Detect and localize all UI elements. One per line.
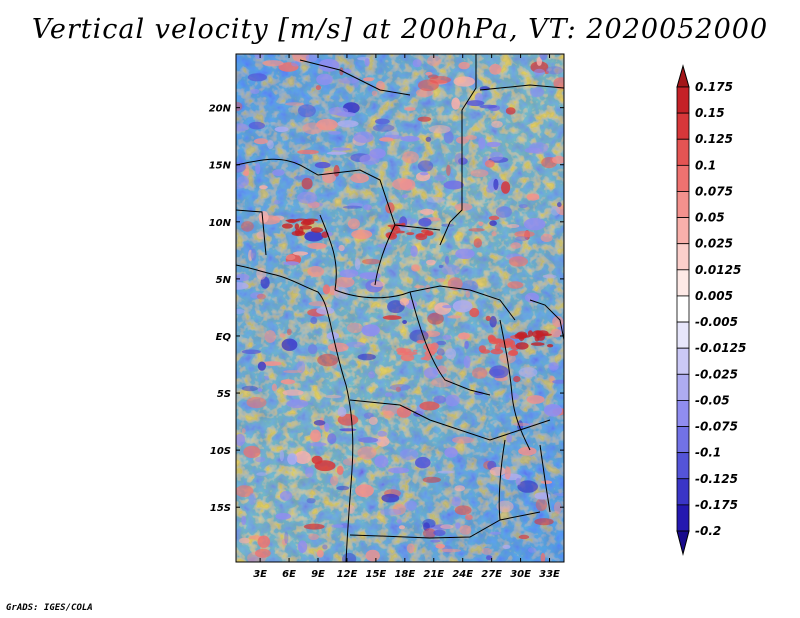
colorbar-segment [676, 217, 690, 245]
map-chart: 3E 6E 9E 12E 15E 18E 21E 24E 27E 30E 33E 20N 15N 10N… [209, 53, 746, 580]
lon-label: 9E [311, 569, 325, 580]
lat-label: 5N [216, 275, 232, 286]
colorbar-label: -0.175 [695, 498, 738, 512]
colorbar-segment [676, 64, 690, 88]
colorbar-label: 0.025 [695, 237, 733, 251]
colorbar-segment [676, 112, 690, 140]
colorbar-label: -0.0125 [695, 341, 746, 355]
lat-label: 10N [209, 218, 232, 229]
colorbar-segment [676, 530, 690, 556]
colorbar-label: 0.075 [695, 185, 733, 199]
colorbar-segment [676, 426, 690, 454]
lat-label: 15N [209, 161, 232, 172]
lon-label: 30E [510, 569, 531, 580]
colorbar-segment [676, 243, 690, 271]
colorbar-segment [676, 86, 690, 114]
colorbar-label: 0.1 [695, 158, 716, 172]
colorbar-segment [676, 400, 690, 427]
lon-label: 18E [394, 569, 415, 580]
lat-label: EQ [216, 332, 232, 343]
colorbar-segment [676, 138, 690, 166]
colorbar-segment [676, 269, 690, 297]
colorbar-segment [676, 191, 690, 218]
colorbar-label: -0.05 [695, 393, 730, 407]
colorbar-label: -0.2 [695, 524, 721, 538]
colorbar-segment [676, 373, 690, 401]
lat-label: 10S [210, 446, 231, 457]
lat-label: 15S [210, 503, 231, 514]
colorbar-label: -0.075 [695, 420, 738, 434]
colorbar-label: -0.025 [695, 367, 738, 381]
colorbar-label: 0.125 [695, 132, 733, 146]
lon-label: 27E [481, 569, 502, 580]
country-borders [236, 54, 564, 562]
colorbar-segment [676, 164, 690, 192]
colorbar-label: -0.125 [695, 472, 738, 486]
colorbar-label: 0.0125 [695, 263, 741, 277]
lon-label: 3E [253, 569, 267, 580]
colorbar-label: 0.005 [695, 289, 733, 303]
colorbar-segment [676, 504, 690, 532]
colorbar-label: -0.005 [695, 315, 738, 329]
colorbar-segment [676, 347, 690, 375]
colorbar-segment [676, 452, 690, 480]
lon-label: 15E [366, 569, 387, 580]
colorbar-label: 0.15 [695, 106, 725, 120]
colorbar-label: 0.175 [695, 80, 733, 94]
lat-label: 5S [217, 389, 231, 400]
lon-label: 6E [282, 569, 296, 580]
lon-label: 21E [423, 569, 444, 580]
lat-label: 20N [209, 104, 232, 115]
chart-title: Vertical velocity [m/s] at 200hPa, VT: 2… [31, 14, 769, 45]
lon-label: 24E [452, 569, 473, 580]
credit-label: GrADS: IGES/COLA [6, 603, 93, 613]
colorbar-segment [676, 478, 690, 506]
lon-label: 33E [539, 569, 560, 580]
colorbar-segment [676, 321, 690, 349]
velocity-field [236, 54, 564, 562]
lon-label: 12E [337, 569, 358, 580]
colorbar-label: -0.1 [695, 446, 721, 460]
colorbar-segment [676, 295, 690, 323]
colorbar-label: 0.05 [695, 211, 725, 225]
